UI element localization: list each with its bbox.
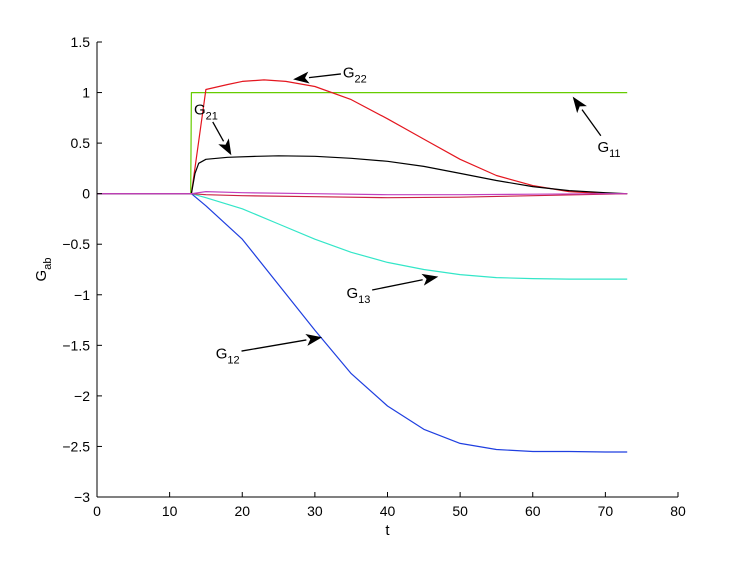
annotation-label-sub: 22 [355,73,367,85]
annotation-label-sub: 11 [609,148,620,160]
annotation-label-base: G [346,285,358,302]
annotation-label-base: G [597,139,609,156]
y-tick-label: −2.5 [62,438,90,454]
annotation-label-sub: 12 [227,354,239,366]
x-tick-label: 0 [93,503,101,519]
annotation-arrow-head [421,273,439,286]
x-tick-label: 20 [234,503,250,519]
series-line-G22 [97,79,628,195]
annotation-arrow-shaft [372,279,423,291]
series-line-G12 [97,193,628,453]
y-tick-label: −0.5 [62,236,90,252]
annotation-arrow-shaft [212,121,225,142]
x-tick-label: 30 [307,503,323,519]
y-tick-label: −3 [74,489,90,505]
series-line-small_red [97,193,628,199]
axes-layer: 0 10 20 30 40 50 60 70 80 1.5 1 0.5 0 −0.5 −1 −1.5 −2 −2.… [62,34,686,519]
y-tick-label: −1 [74,287,90,303]
y-axis-label-base: G [33,270,50,282]
y-tick-label: −1.5 [62,337,90,353]
x-tick-label: 10 [162,503,178,519]
y-tick-label: 0 [82,186,90,202]
annotation-arrow-shaft [581,109,602,137]
annotation-label: G22 [343,64,367,85]
series-line-G11 [97,91,628,195]
series-line-small_magenta [97,191,628,196]
annotation-arrow-head [218,138,232,156]
series-layer [97,79,628,453]
annotation-label-base: G [216,345,228,362]
annotation-label: G12 [216,345,240,366]
annotation-label-base: G [343,64,355,81]
series-line-G21 [97,155,628,195]
y-axis-label-sub: ab [42,258,54,270]
y-tick-label: 0.5 [71,135,91,151]
annotation-arrow-head [293,71,310,84]
annotation-arrow-shaft [241,339,307,352]
x-tick-label: 50 [452,503,468,519]
x-tick-label: 60 [525,503,541,519]
annotation-arrow-shaft [308,73,341,79]
y-tick-label: 1 [82,85,90,101]
x-tick-label: 80 [670,503,686,519]
series-line-G13 [97,193,628,280]
x-tick-label: 70 [598,503,614,519]
annotation-label-base: G [194,102,206,119]
annotation-label: G13 [346,285,370,306]
annotation-label: G11 [597,139,620,160]
y-tick-label: −2 [74,388,90,404]
y-tick-label: 1.5 [71,34,91,50]
annotation-arrow-head [572,96,587,114]
annotation-label-sub: 21 [206,111,218,123]
annotation-arrow-head [305,334,323,346]
x-axis-label: t [385,522,390,539]
x-tick-label: 40 [380,503,396,519]
y-axis-label: Gab [33,258,54,282]
annotation-label: G21 [194,102,218,123]
annotation-label-sub: 13 [358,294,370,306]
